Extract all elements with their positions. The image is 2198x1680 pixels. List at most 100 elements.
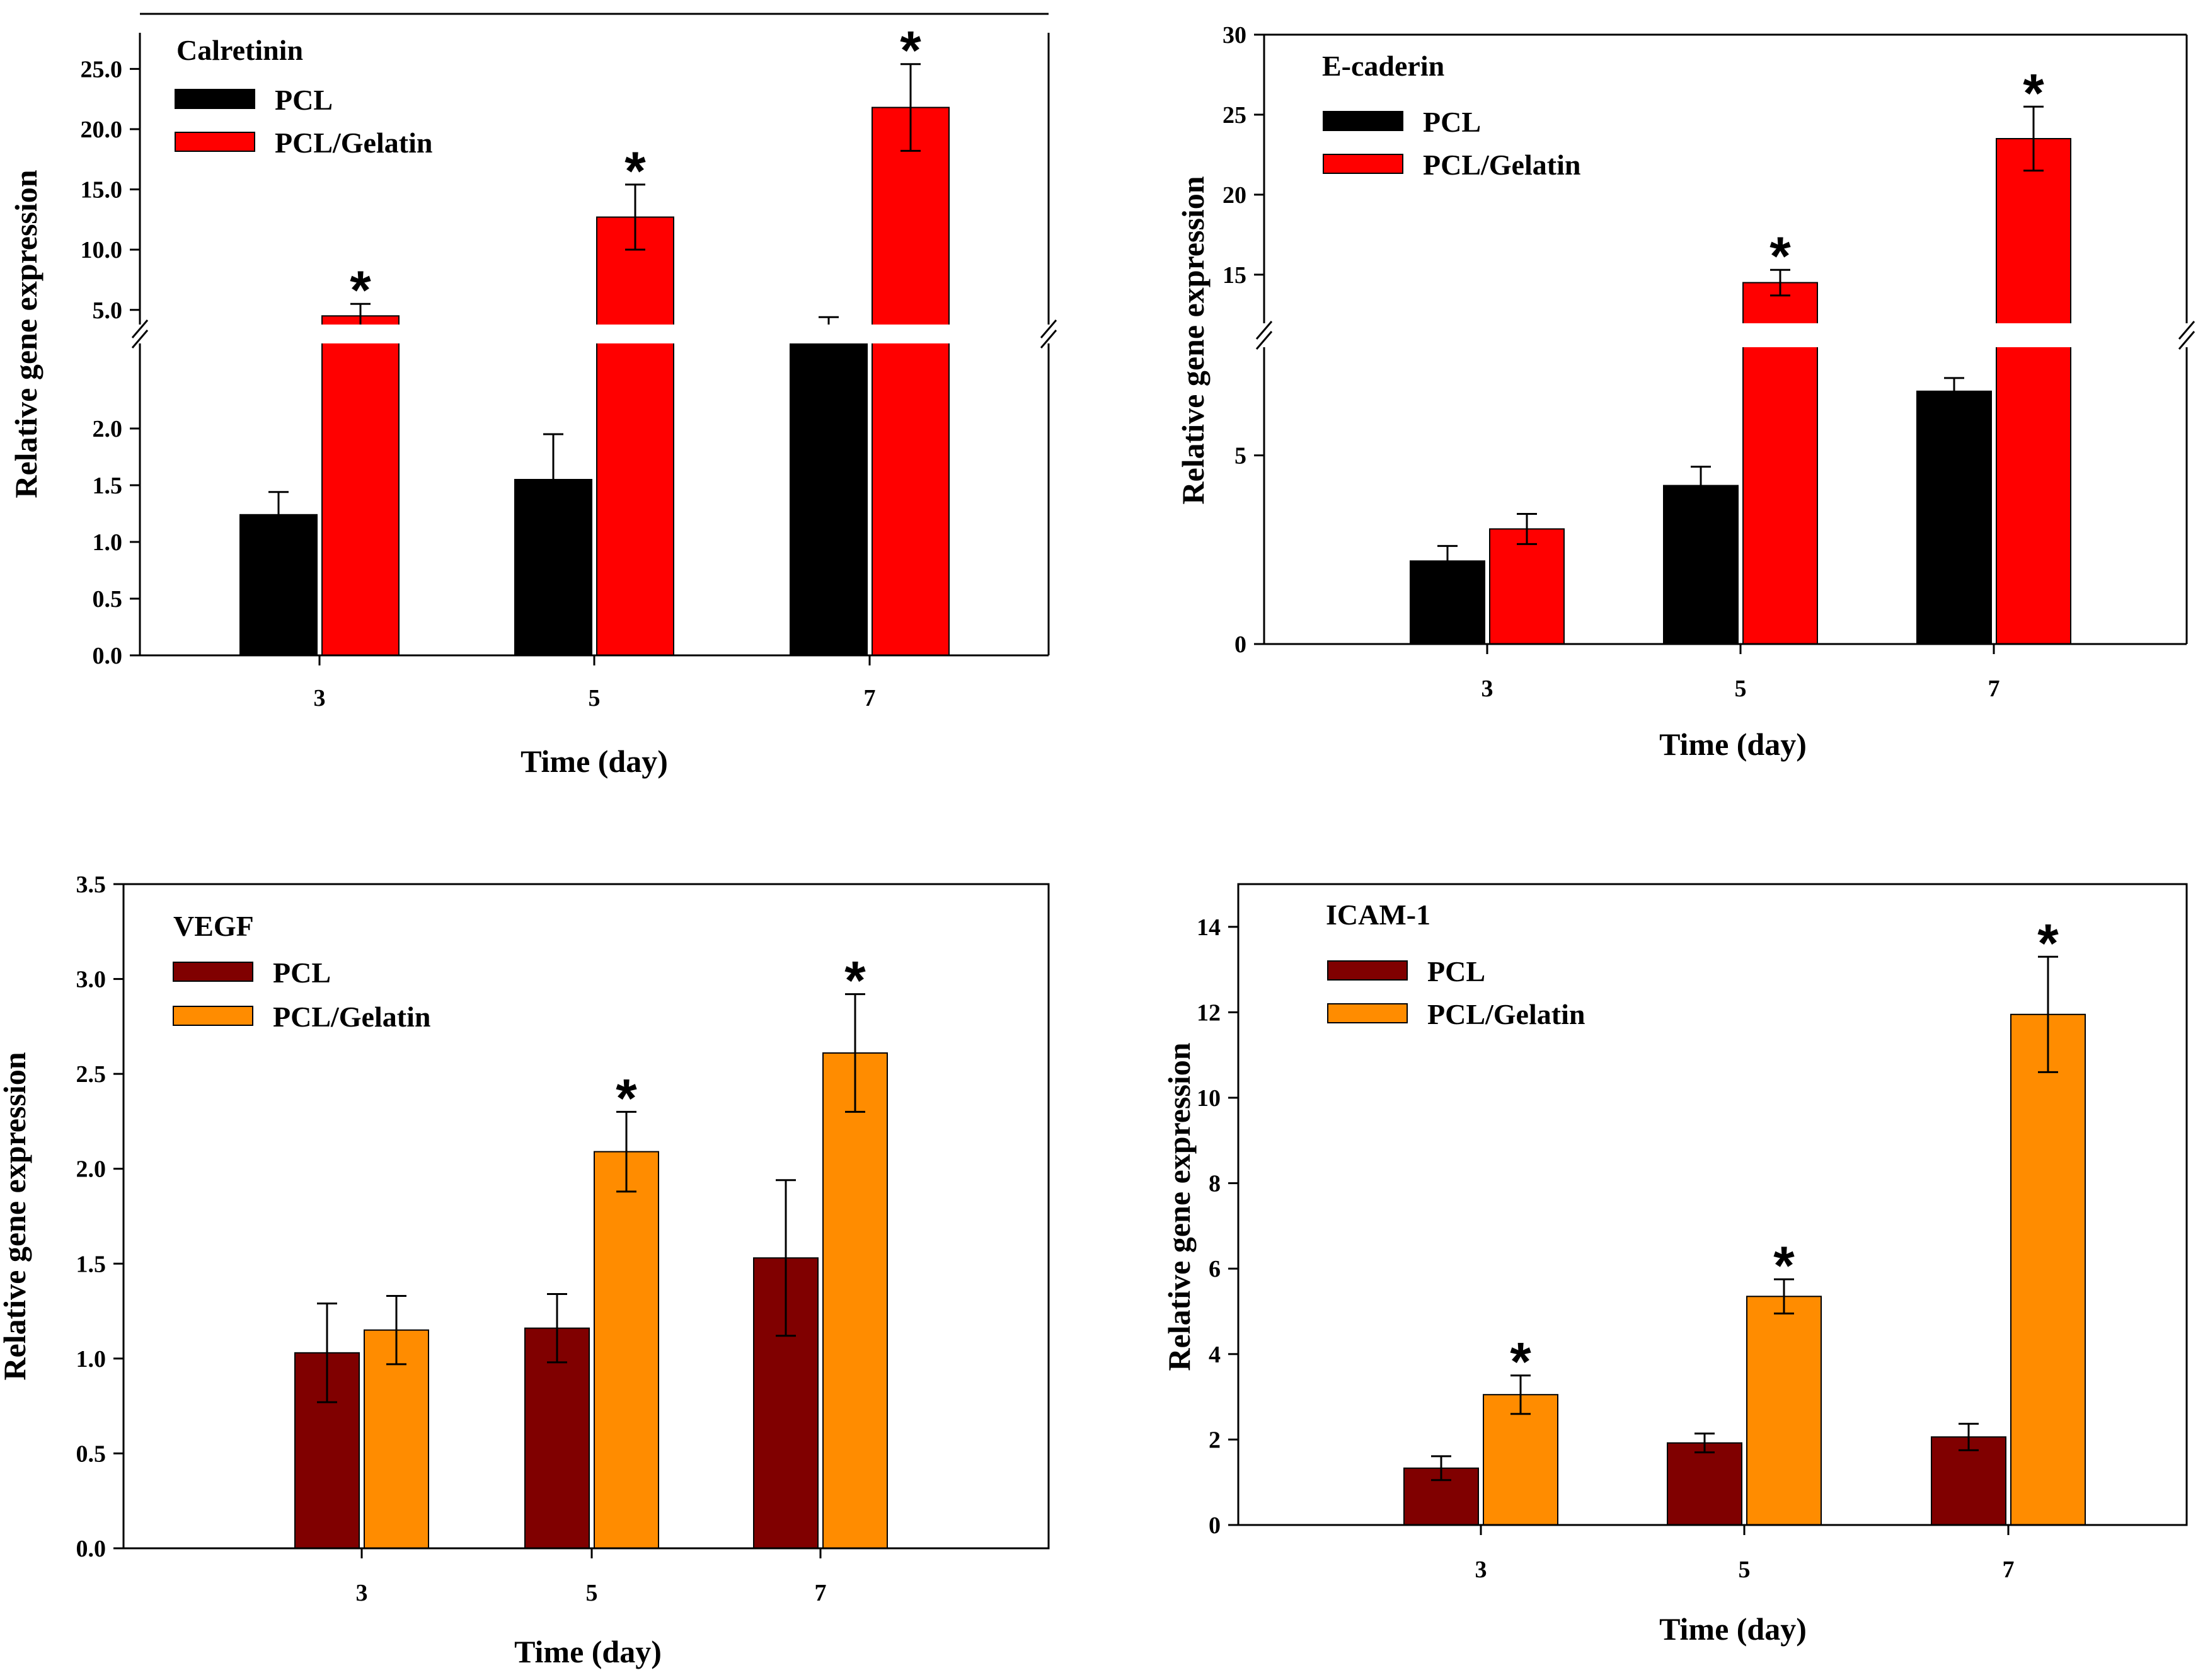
legend-label-pcl: PCL bbox=[275, 84, 333, 116]
y-tick-label: 25 bbox=[1223, 102, 1246, 129]
bar-pcl-gelatin-day-5 bbox=[596, 216, 674, 656]
axis-break-mark-right bbox=[2178, 331, 2195, 350]
y-tick-label: 1.5 bbox=[93, 473, 123, 499]
x-axis-title: Time (day) bbox=[1659, 1611, 1807, 1647]
x-tick-label-day-5: 5 bbox=[589, 685, 601, 711]
bar-pcl-gelatin-day-5 bbox=[594, 1151, 659, 1549]
legend-swatch-pcl-gelatin bbox=[173, 1006, 253, 1026]
x-tick-label-day-5: 5 bbox=[1739, 1556, 1751, 1583]
legend-label-pcl: PCL bbox=[273, 957, 331, 989]
axis-break-mark-left bbox=[131, 330, 149, 348]
bar-pcl-day-5 bbox=[524, 1327, 590, 1550]
significance-star: * bbox=[2023, 63, 2044, 124]
bar-pcl-day-7 bbox=[1931, 1436, 2006, 1526]
x-axis-title: Time (day) bbox=[1659, 727, 1807, 762]
significance-star: * bbox=[624, 141, 646, 202]
x-tick-label-day-3: 3 bbox=[314, 685, 326, 711]
significance-star: * bbox=[1773, 1236, 1795, 1296]
y-tick-label: 0.5 bbox=[93, 586, 123, 613]
y-tick-label: 0.5 bbox=[76, 1441, 106, 1467]
y-tick-label: 3.5 bbox=[76, 872, 106, 898]
y-tick-label: 5 bbox=[1234, 443, 1246, 469]
legend-label-pcl: PCL bbox=[1427, 955, 1485, 987]
chart-panel-4: * * * 0 2 4 6 8 10 12 14 3 5 7 ICAM-1 Time (day) Relativ… bbox=[1161, 883, 2188, 1647]
x-tick-label-day-7: 7 bbox=[2003, 1556, 2015, 1583]
significance-star: * bbox=[900, 21, 921, 81]
x-tick-label-day-5: 5 bbox=[586, 1580, 598, 1606]
y-tick-label: 1.0 bbox=[93, 529, 123, 556]
y-tick-label: 0 bbox=[1234, 631, 1246, 658]
bar-pcl-gelatin-day-3 bbox=[1489, 528, 1565, 645]
y-axis-title: Relative gene expression bbox=[0, 1052, 32, 1380]
y-tick-label: 0 bbox=[1209, 1512, 1221, 1539]
significance-star: * bbox=[350, 260, 371, 321]
axis-break-gap bbox=[1266, 323, 2185, 347]
bar-pcl-day-7 bbox=[1916, 390, 1992, 645]
axis-break-mark-right bbox=[1040, 319, 1057, 338]
x-tick-label-day-7: 7 bbox=[815, 1580, 827, 1606]
axis-break-mark-left bbox=[1255, 321, 1273, 340]
y-tick-label: 8 bbox=[1209, 1171, 1221, 1197]
y-tick-label: 15 bbox=[1223, 262, 1246, 289]
y-tick-label: 2.0 bbox=[76, 1156, 106, 1183]
y-tick-label: 20 bbox=[1223, 182, 1246, 209]
axis-break-gap bbox=[142, 325, 1047, 343]
y-tick-label: 20.0 bbox=[81, 117, 123, 143]
x-axis-title: Time (day) bbox=[514, 1634, 662, 1669]
y-tick-label: 5.0 bbox=[93, 297, 123, 324]
legend-swatch-pcl-gelatin bbox=[1327, 1003, 1408, 1023]
panel-title: Calretinin bbox=[176, 34, 303, 66]
x-tick-label-day-7: 7 bbox=[864, 685, 876, 711]
legend-swatch-pcl-gelatin bbox=[1323, 154, 1403, 174]
y-tick-label: 1.0 bbox=[76, 1346, 106, 1372]
x-tick-label-day-5: 5 bbox=[1735, 676, 1747, 702]
y-tick-label: 3.0 bbox=[76, 967, 106, 993]
legend-label-pcl-gelatin: PCL/Gelatin bbox=[1423, 149, 1580, 181]
y-tick-label: 2 bbox=[1209, 1427, 1221, 1453]
bar-pcl-day-5 bbox=[1667, 1442, 1742, 1526]
x-tick-label-day-3: 3 bbox=[356, 1580, 368, 1606]
axis-break-mark-right bbox=[2178, 321, 2195, 340]
chart-panel-1: * * * 0.0 0.5 1.0 1.5 2.0 5.0 10.0 15.0 20.0 25.0 3 5 7… bbox=[8, 13, 1057, 779]
plot-frame bbox=[122, 883, 1050, 1550]
significance-star: * bbox=[844, 951, 866, 1011]
bar-pcl-gelatin-day-7 bbox=[1996, 138, 2071, 645]
y-tick-label: 0.0 bbox=[93, 643, 123, 669]
x-axis-title: Time (day) bbox=[521, 744, 668, 779]
legend-swatch-pcl bbox=[1323, 111, 1403, 131]
bar-pcl-gelatin-day-5 bbox=[1746, 1296, 1822, 1526]
axis-break-mark-right bbox=[1040, 330, 1057, 348]
y-tick-label: 12 bbox=[1197, 999, 1221, 1026]
y-axis-title: Relative gene expression bbox=[1175, 176, 1211, 504]
legend-label-pcl: PCL bbox=[1423, 106, 1481, 138]
bar-pcl-gelatin-day-3 bbox=[321, 315, 400, 656]
axis-break-mark-left bbox=[131, 319, 149, 338]
bar-pcl-gelatin-day-3 bbox=[364, 1329, 429, 1550]
x-tick-label-day-3: 3 bbox=[1475, 1556, 1487, 1583]
y-tick-label: 10 bbox=[1197, 1085, 1221, 1112]
panel-title: VEGF bbox=[173, 910, 254, 942]
significance-star: * bbox=[616, 1068, 637, 1129]
chart-panel-3: * * 0.0 0.5 1.0 1.5 2.0 2.5 3.0 3.5 3 5 7 VEGF Time (d… bbox=[0, 872, 1050, 1669]
y-tick-label: 25.0 bbox=[81, 56, 123, 83]
legend-label-pcl-gelatin: PCL/Gelatin bbox=[275, 127, 432, 159]
bar-pcl-day-7 bbox=[790, 327, 868, 656]
legend-swatch-pcl bbox=[1327, 960, 1408, 981]
y-tick-label: 6 bbox=[1209, 1256, 1221, 1282]
y-tick-label: 30 bbox=[1223, 22, 1246, 49]
legend-label-pcl-gelatin: PCL/Gelatin bbox=[1427, 998, 1585, 1030]
y-tick-label: 10.0 bbox=[81, 237, 123, 263]
significance-star: * bbox=[1510, 1332, 1531, 1393]
bar-pcl-gelatin-day-7 bbox=[872, 106, 950, 656]
significance-star: * bbox=[2037, 913, 2059, 974]
bar-pcl-gelatin-day-7 bbox=[2010, 1013, 2086, 1526]
bar-pcl-gelatin-day-7 bbox=[822, 1052, 888, 1549]
y-tick-label: 0.0 bbox=[76, 1536, 106, 1562]
legend-swatch-pcl-gelatin bbox=[175, 132, 255, 152]
x-tick-label-day-7: 7 bbox=[1988, 676, 2000, 702]
x-tick-label-day-3: 3 bbox=[1482, 676, 1493, 702]
y-tick-label: 1.5 bbox=[76, 1251, 106, 1277]
y-axis-title: Relative gene expression bbox=[1161, 1042, 1197, 1371]
bar-pcl-gelatin-day-3 bbox=[1483, 1394, 1558, 1526]
